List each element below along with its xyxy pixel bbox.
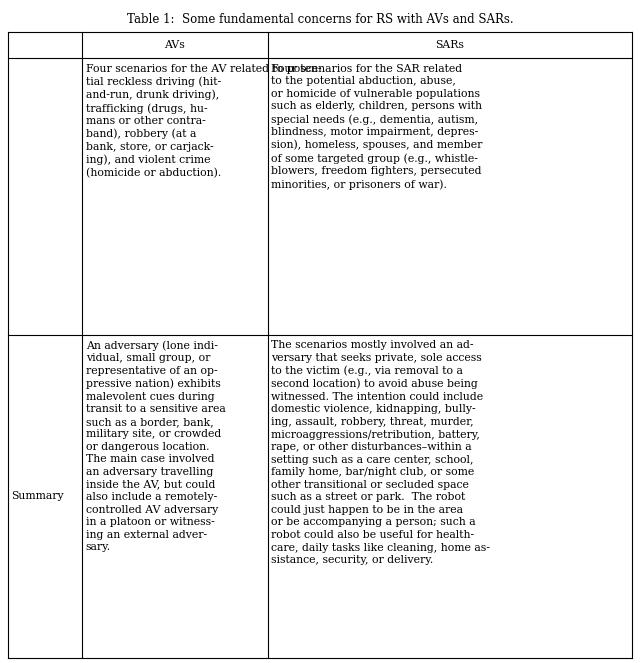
Text: AVs: AVs [164, 40, 185, 50]
Text: Summary: Summary [12, 491, 64, 501]
Text: Four scenarios for the AV related to poten-
tial reckless driving (hit-
and-run,: Four scenarios for the AV related to pot… [86, 64, 321, 178]
Text: An adversary (lone indi-
vidual, small group, or
representative of an op-
pressi: An adversary (lone indi- vidual, small g… [86, 340, 225, 552]
Text: SARs: SARs [435, 40, 465, 50]
Text: Table 1:  Some fundamental concerns for RS with AVs and SARs.: Table 1: Some fundamental concerns for R… [127, 13, 513, 27]
Text: Four scenarios for the SAR related
to the potential abduction, abuse,
or homicid: Four scenarios for the SAR related to th… [271, 64, 483, 190]
Text: The scenarios mostly involved an ad-
versary that seeks private, sole access
to : The scenarios mostly involved an ad- ver… [271, 340, 490, 565]
